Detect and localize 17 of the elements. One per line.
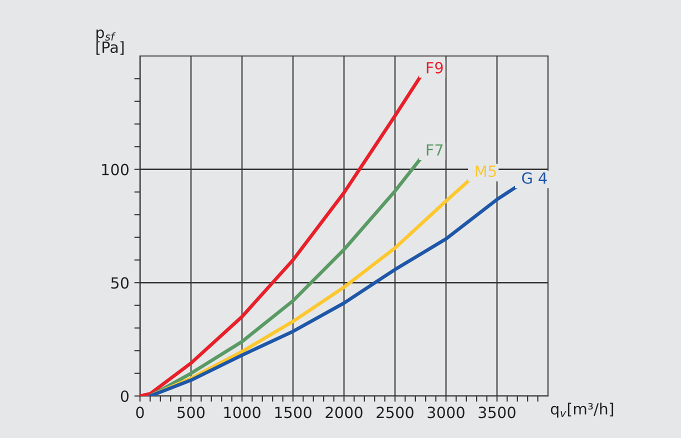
x-tick-label: 0 xyxy=(136,406,144,418)
y-tick-label: 50 xyxy=(111,277,129,289)
x-tick-label: 1500 xyxy=(275,406,312,418)
y-tick-label: 0 xyxy=(120,390,129,402)
series-label: F7 xyxy=(426,144,443,156)
x-tick-label: 2000 xyxy=(326,406,362,418)
y-axis-title: p$_{sf}$ [Pa] xyxy=(96,29,124,55)
x-tick-label: 3500 xyxy=(478,406,516,418)
x-axis-title: q$_{v}$[m³/h] xyxy=(550,402,614,418)
series-label: F9 xyxy=(426,62,443,74)
y-tick-label: 100 xyxy=(102,164,129,176)
series-label: G 4 xyxy=(522,172,547,184)
x-tick-label: 500 xyxy=(178,406,205,418)
x-tick-label: 3000 xyxy=(428,406,464,418)
x-tick-label: 2500 xyxy=(376,406,414,418)
series-label: M5 xyxy=(476,166,496,178)
x-tick-label: 1000 xyxy=(224,406,260,418)
